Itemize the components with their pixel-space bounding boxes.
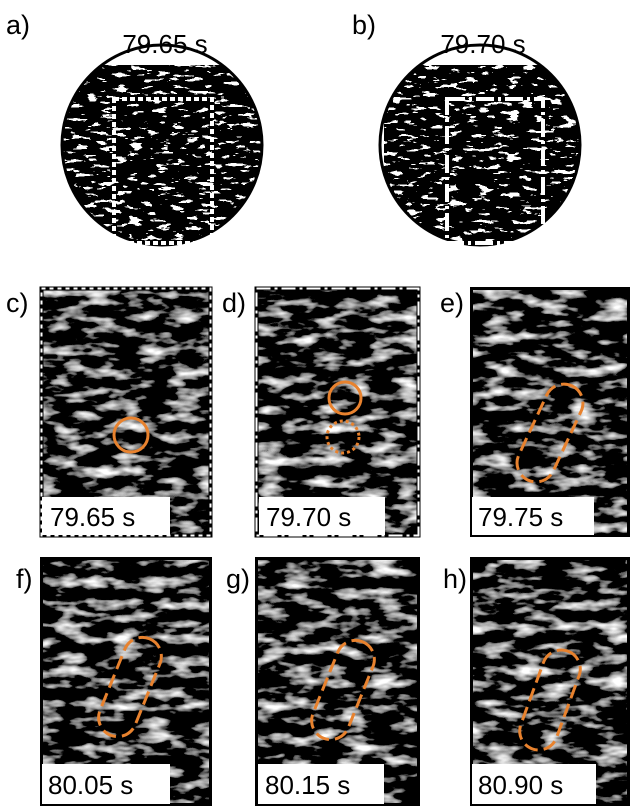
timestamp: 79.65 s [122,29,207,59]
timestamp: 80.15 s [265,770,350,800]
panel-label: a) [6,10,30,40]
panel-label: c) [6,288,29,318]
timestamp: 80.90 s [478,770,563,800]
panel-label: f) [16,564,33,594]
image [378,40,589,252]
timestamp: 79.65 s [50,502,135,532]
figure: a) 79.65 s b) 79.70 s c) 79.65 s d) 79.7… [0,0,630,806]
timestamp: 80.05 s [48,770,133,800]
panel-label: b) [352,10,376,40]
panel-label: h) [443,564,467,594]
panel-label: g) [226,564,250,594]
timestamp: 79.70 s [266,502,351,532]
image [60,40,265,250]
timestamp: 79.75 s [478,502,563,532]
panel-label: e) [440,288,464,318]
timestamp: 79.70 s [440,29,525,59]
panel-label: d) [222,288,246,318]
